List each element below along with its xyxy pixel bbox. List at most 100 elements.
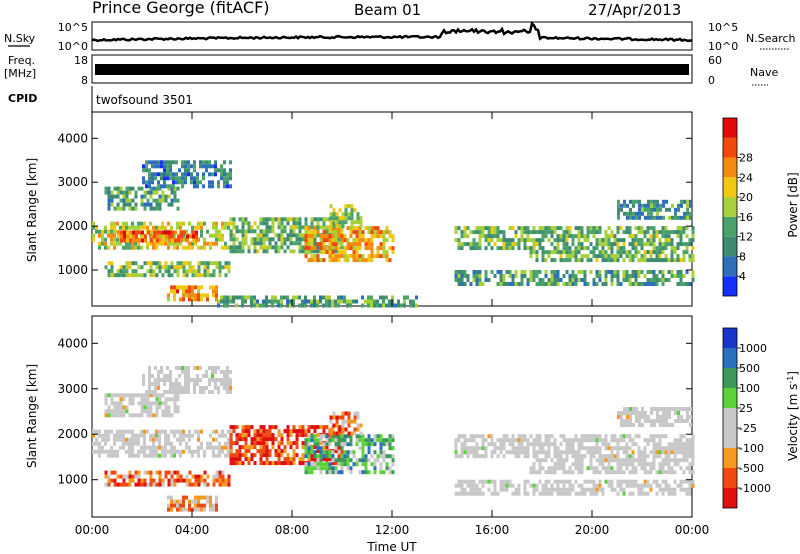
heatmap-cell	[200, 429, 203, 434]
heatmap-cell	[649, 242, 653, 247]
heatmap-cell	[158, 445, 161, 450]
heatmap-cell	[235, 453, 239, 458]
heatmap-cell	[134, 482, 138, 487]
heatmap-cell	[547, 434, 551, 439]
heatmap-cell	[607, 254, 611, 259]
heatmap-cell	[679, 274, 683, 278]
heatmap-cell	[481, 234, 485, 239]
heatmap-cell	[214, 172, 217, 177]
heatmap-cell	[553, 442, 557, 447]
heatmap-cell	[686, 415, 689, 419]
heatmap-cell	[484, 446, 488, 451]
heatmap-cell	[250, 425, 254, 430]
heatmap-cell	[634, 254, 638, 259]
heatmap-cell	[502, 454, 506, 459]
heatmap-cell	[514, 274, 518, 278]
heatmap-cell	[187, 382, 190, 386]
heatmap-cell	[646, 462, 650, 467]
heatmap-cell	[655, 234, 659, 239]
heatmap-cell	[367, 458, 371, 463]
heatmap-cell	[466, 242, 470, 247]
heatmap-cell	[200, 225, 203, 230]
heatmap-cell	[622, 278, 626, 282]
heatmap-cell	[631, 242, 635, 247]
heatmap-cell	[517, 242, 521, 247]
heatmap-cell	[256, 249, 260, 254]
heatmap-cell	[649, 270, 653, 274]
heatmap-cell	[346, 242, 350, 247]
heatmap-cell	[179, 241, 182, 246]
heatmap-cell	[676, 242, 680, 247]
heatmap-cell	[173, 289, 176, 294]
heatmap-cell	[601, 250, 605, 255]
heatmap-cell	[568, 234, 572, 239]
heatmap-cell	[241, 437, 245, 442]
heatmap-cell	[340, 458, 344, 463]
heatmap-cell	[179, 433, 182, 438]
heatmap-cell	[562, 487, 566, 492]
heatmap-cell	[313, 295, 316, 300]
heatmap-cell	[292, 229, 296, 234]
heatmap-cell	[541, 250, 545, 255]
heatmap-cell	[310, 230, 314, 235]
heatmap-cell	[113, 453, 116, 458]
heatmap-cell	[137, 221, 140, 226]
heatmap-cell	[674, 411, 677, 415]
heatmap-cell	[140, 186, 144, 191]
colorbar-frame	[722, 117, 738, 297]
heatmap-cell	[295, 453, 299, 458]
heatmap-cell	[113, 221, 116, 226]
heatmap-cell	[628, 483, 632, 488]
heatmap-cell	[532, 278, 536, 282]
heatmap-cell	[155, 273, 159, 278]
heatmap-cell	[286, 221, 290, 226]
heatmap-cell	[149, 437, 152, 442]
heatmap-cell	[359, 431, 363, 436]
heatmap-cell	[193, 386, 196, 390]
heatmap-cell	[667, 462, 671, 467]
heatmap-cell	[598, 250, 602, 255]
heatmap-cell	[331, 470, 335, 475]
heatmap-cell	[182, 285, 185, 290]
heatmap-cell	[221, 449, 224, 454]
heatmap-cell	[622, 487, 626, 492]
heatmap-cell	[194, 273, 198, 278]
heatmap-cell	[532, 250, 536, 255]
heatmap-cell	[316, 233, 320, 238]
heatmap-cell	[580, 454, 584, 459]
heatmap-cell	[176, 225, 179, 230]
heatmap-cell	[364, 462, 368, 467]
heatmap-cell	[332, 216, 336, 221]
heatmap-cell	[150, 234, 153, 239]
heatmap-cell	[238, 461, 242, 466]
heatmap-cell	[170, 499, 173, 504]
heatmap-cell	[647, 215, 650, 220]
heatmap-cell	[547, 250, 551, 255]
heatmap-cell	[146, 269, 150, 274]
heatmap-cell	[646, 242, 650, 247]
heatmap-cell	[149, 194, 153, 199]
heatmap-cell	[550, 434, 554, 439]
heatmap-cell	[159, 230, 162, 235]
heatmap-cell	[496, 438, 500, 443]
heatmap-cell	[653, 199, 656, 204]
heatmap-cell	[616, 238, 620, 243]
heatmap-cell	[361, 470, 365, 475]
heatmap-cell	[541, 487, 545, 492]
heatmap-cell	[547, 278, 551, 282]
heatmap-cell	[277, 233, 281, 238]
heatmap-cell	[185, 273, 189, 278]
heatmap-cell	[670, 230, 674, 235]
heatmap-cell	[161, 221, 164, 226]
heatmap-cell	[220, 168, 223, 173]
heatmap-cell	[193, 378, 196, 382]
heatmap-cell	[229, 370, 232, 374]
heatmap-cell	[469, 491, 473, 496]
heatmap-cell	[122, 194, 126, 199]
heatmap-cell	[541, 442, 545, 447]
heatmap-cell	[382, 295, 385, 300]
heatmap-cell	[664, 450, 668, 455]
heatmap-cell	[388, 303, 391, 308]
heatmap-cell	[143, 437, 146, 442]
heatmap-cell	[502, 487, 506, 492]
